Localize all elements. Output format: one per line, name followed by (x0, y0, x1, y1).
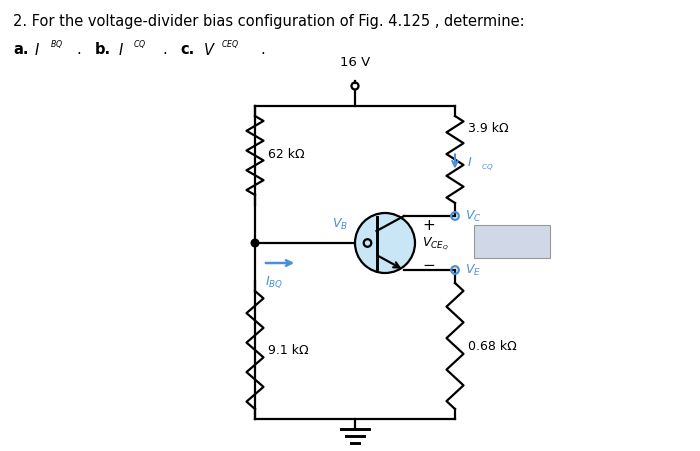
Text: 3.9 kΩ: 3.9 kΩ (468, 122, 509, 135)
Text: .: . (76, 42, 80, 57)
Text: $_{CQ}$: $_{CQ}$ (481, 162, 493, 173)
Text: $I$: $I$ (34, 42, 40, 58)
Text: b.: b. (95, 42, 111, 57)
Text: 62 kΩ: 62 kΩ (268, 147, 304, 161)
Text: β = 80: β = 80 (489, 235, 534, 249)
Text: $I$: $I$ (467, 156, 473, 169)
Text: c.: c. (180, 42, 195, 57)
FancyBboxPatch shape (474, 226, 550, 258)
Circle shape (251, 239, 259, 247)
Text: $V_{CE_Q}$: $V_{CE_Q}$ (422, 235, 449, 252)
Text: 9.1 kΩ: 9.1 kΩ (268, 344, 309, 357)
Text: $I$: $I$ (118, 42, 124, 58)
Text: 2. For the voltage-divider bias configuration of Fig. 4.125 , determine:: 2. For the voltage-divider bias configur… (13, 14, 524, 29)
Text: 16 V: 16 V (340, 56, 370, 69)
Text: $V$: $V$ (203, 42, 216, 58)
Text: −: − (422, 258, 435, 273)
Text: $V_B$: $V_B$ (332, 216, 347, 231)
Text: a.: a. (13, 42, 29, 57)
Text: $I_{BQ}$: $I_{BQ}$ (265, 273, 284, 289)
Text: $V_E$: $V_E$ (465, 262, 481, 277)
Text: $_{CEQ}$: $_{CEQ}$ (221, 38, 239, 51)
Text: .: . (162, 42, 167, 57)
Text: .: . (260, 42, 265, 57)
Circle shape (355, 213, 415, 273)
Text: 0.68 kΩ: 0.68 kΩ (468, 340, 517, 353)
Text: $V_C$: $V_C$ (465, 208, 482, 223)
Text: $_{BQ}$: $_{BQ}$ (50, 38, 63, 51)
Text: +: + (422, 218, 435, 233)
Text: $_{CQ}$: $_{CQ}$ (133, 38, 146, 51)
